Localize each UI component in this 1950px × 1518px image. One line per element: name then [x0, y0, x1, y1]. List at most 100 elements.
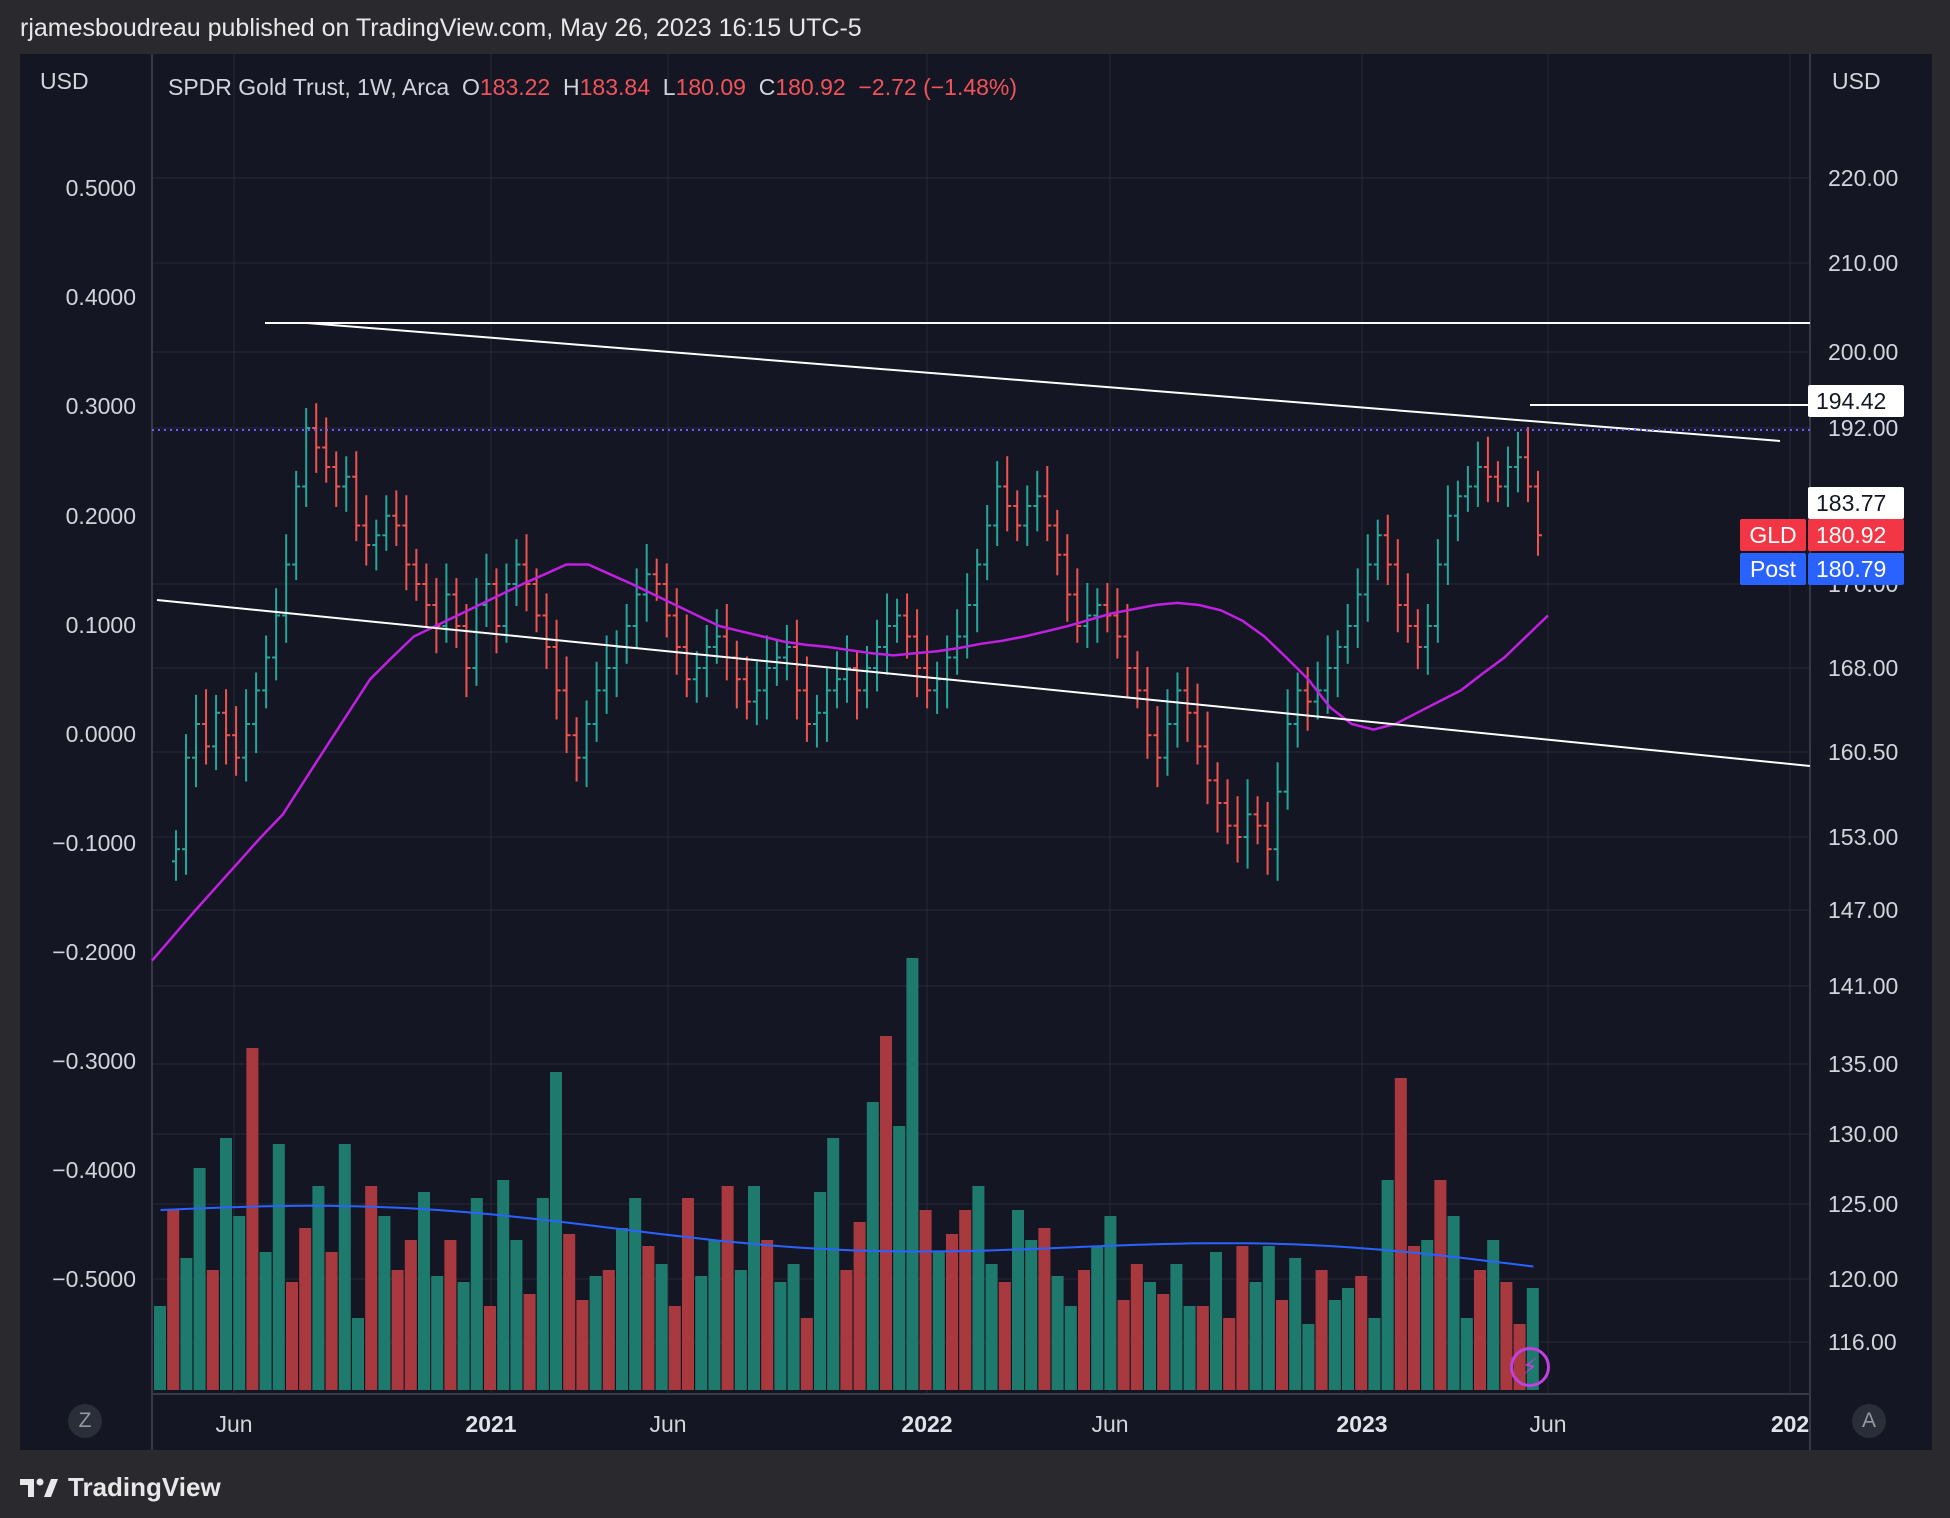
- volume-bar: [1487, 1240, 1500, 1390]
- volume-bar: [946, 1234, 958, 1390]
- left-tick-label: −0.5000: [52, 1266, 136, 1292]
- volume-bar: [550, 1072, 562, 1390]
- x-tick-label: 202: [1771, 1411, 1809, 1437]
- volume-bar: [352, 1318, 364, 1390]
- gld-price-badge: 180.92: [1808, 519, 1904, 551]
- left-tick-label: −0.3000: [52, 1048, 136, 1074]
- x-tick-label: Jun: [649, 1411, 686, 1437]
- volume-bar: [919, 1210, 932, 1390]
- right-tick-label: 147.00: [1828, 897, 1898, 923]
- right-tick-label: 135.00: [1828, 1051, 1898, 1077]
- header-bar: rjamesboudreau published on TradingView.…: [0, 0, 1950, 54]
- left-tick-label: 0.3000: [66, 393, 136, 419]
- volume-bar: [721, 1186, 734, 1390]
- volume-bar: [259, 1252, 272, 1390]
- price-moving-average: [151, 563, 1549, 962]
- x-tick-label: 2021: [465, 1411, 516, 1437]
- tradingview-logo-icon: [20, 1478, 58, 1497]
- change-value: −2.72 (−1.48%): [858, 74, 1018, 100]
- right-tick-label: 168.00: [1828, 655, 1898, 681]
- low-value: 180.09: [675, 74, 746, 100]
- volume-bar: [1434, 1180, 1447, 1390]
- volume-bar: [404, 1240, 417, 1390]
- volume-bar: [932, 1252, 945, 1390]
- x-tick-label: Jun: [215, 1411, 252, 1437]
- volume-bar: [338, 1144, 351, 1390]
- right-tick-label: 141.00: [1828, 973, 1898, 999]
- volume-bar: [1196, 1306, 1209, 1390]
- volume-bar: [470, 1198, 483, 1390]
- volume-bar: [1130, 1264, 1143, 1390]
- volume-bar: [998, 1282, 1011, 1390]
- volume-bar: [668, 1306, 681, 1390]
- lightning-icon[interactable]: ⚡: [1510, 1347, 1550, 1387]
- volume-bar: [1025, 1240, 1038, 1390]
- volume-bar: [616, 1228, 628, 1390]
- volume-bar: [1302, 1324, 1315, 1390]
- volume-bar: [220, 1138, 232, 1390]
- volume-bar: [1328, 1300, 1341, 1390]
- symbol-legend[interactable]: SPDR Gold Trust, 1W, Arca O183.22 H183.8…: [168, 74, 1017, 101]
- brand[interactable]: TradingView: [20, 1472, 221, 1503]
- volume-bar: [1408, 1246, 1420, 1390]
- right-tick-label: 130.00: [1828, 1121, 1898, 1147]
- right-tick-label: 192.00: [1828, 415, 1898, 441]
- volume-bar: [708, 1240, 721, 1390]
- volume-bar: [1249, 1282, 1262, 1390]
- volume-bar: [431, 1276, 444, 1390]
- volume-bar: [484, 1306, 496, 1390]
- volume-bar: [576, 1300, 589, 1390]
- volume-bar: [655, 1264, 668, 1390]
- volume-bar: [1381, 1180, 1394, 1390]
- volume-bar: [893, 1126, 906, 1390]
- volume-bar: [840, 1270, 853, 1390]
- volume-bar: [206, 1270, 219, 1390]
- volume-bar: [1421, 1240, 1434, 1390]
- low-label: L: [662, 74, 676, 100]
- volume-bar: [682, 1198, 694, 1390]
- volume-bar: [523, 1294, 536, 1390]
- volume-bar: [1394, 1078, 1407, 1390]
- chart-frame[interactable]: 220.00210.00200.00192.00176.00168.00160.…: [20, 54, 1932, 1450]
- volume-bar: [1157, 1294, 1170, 1390]
- volume-bar: [1447, 1216, 1460, 1390]
- post-price-badge: 180.79: [1808, 553, 1904, 585]
- left-tick-label: 0.2000: [66, 503, 136, 529]
- right-tick-label: 160.50: [1828, 739, 1898, 765]
- volume-bar: [563, 1234, 576, 1390]
- volume-bar: [985, 1264, 998, 1390]
- left-tick-label: −0.4000: [52, 1157, 136, 1183]
- volume-bar: [1144, 1282, 1156, 1390]
- close-value: 180.92: [775, 74, 846, 100]
- auto-scale-button[interactable]: A: [1852, 1404, 1886, 1438]
- open-value: 183.22: [479, 74, 551, 100]
- volume-bar: [1210, 1252, 1222, 1390]
- volume-bar: [1500, 1282, 1513, 1390]
- high-label: H: [563, 74, 580, 100]
- open-label: O: [461, 74, 480, 100]
- volume-bar: [378, 1216, 391, 1390]
- volume-bar: [1342, 1288, 1354, 1390]
- close-label: C: [758, 74, 776, 100]
- right-tick-label: 220.00: [1828, 165, 1898, 191]
- volume-bar: [1078, 1270, 1090, 1390]
- price-chart[interactable]: 220.00210.00200.00192.00176.00168.00160.…: [20, 54, 1932, 1450]
- volume-bar: [1368, 1318, 1381, 1390]
- left-axis-unit: USD: [40, 68, 89, 94]
- right-tick-label: 153.00: [1828, 824, 1898, 850]
- volume-bar: [827, 1138, 840, 1390]
- right-tick-label: 120.00: [1828, 1266, 1898, 1292]
- symbol-name: SPDR Gold Trust, 1W, Arca: [168, 74, 450, 100]
- volume-bar: [154, 1306, 166, 1390]
- volume-bar: [1355, 1276, 1368, 1390]
- footer-bar: TradingView: [0, 1450, 1950, 1518]
- high-value: 183.84: [579, 74, 650, 100]
- volume-bar: [866, 1102, 879, 1390]
- volume-bar: [1104, 1216, 1117, 1390]
- volume-bar: [272, 1144, 285, 1390]
- volume-bar: [1223, 1318, 1236, 1390]
- z-scale-button[interactable]: Z: [68, 1404, 102, 1438]
- level-badge-mid: 183.77: [1808, 487, 1904, 519]
- volume-bar: [457, 1282, 470, 1390]
- volume-bar: [589, 1276, 602, 1390]
